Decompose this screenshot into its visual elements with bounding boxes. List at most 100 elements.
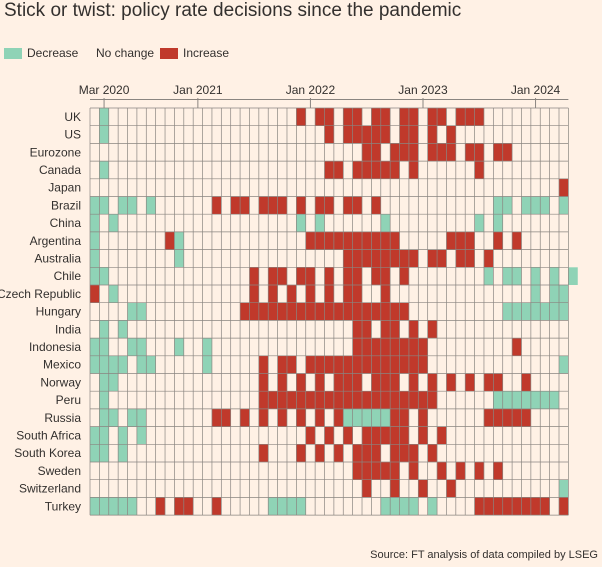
cell-increase [286, 355, 297, 374]
cell-decrease [512, 391, 522, 409]
cell-increase [521, 497, 531, 516]
cell-decrease [99, 108, 109, 126]
cell-increase [399, 267, 409, 285]
cell-decrease [296, 214, 306, 232]
cell-decrease [427, 497, 438, 516]
cell-increase [315, 302, 325, 321]
cell-decrease [99, 338, 109, 356]
cell-increase [286, 391, 297, 409]
cell-increase [399, 302, 409, 321]
cell-increase [305, 231, 316, 250]
cell-increase [362, 302, 372, 321]
cell-increase [296, 391, 306, 409]
row-label: Sweden [38, 464, 81, 478]
cell-increase [437, 426, 447, 445]
cell-increase [493, 462, 503, 480]
cell-increase [362, 479, 372, 498]
cell-increase [408, 444, 419, 462]
cell-increase [343, 196, 353, 215]
cell-increase [427, 373, 438, 392]
cell-decrease [568, 267, 578, 285]
cell-decrease [108, 373, 119, 392]
cell-increase [399, 143, 409, 162]
cell-increase [277, 373, 287, 392]
row-label: Chile [54, 269, 82, 283]
row-label: South Korea [14, 446, 81, 460]
cell-increase [249, 302, 259, 321]
cell-increase [427, 320, 438, 339]
cell-decrease [99, 355, 109, 374]
cell-increase [483, 408, 494, 427]
cell-increase [390, 143, 400, 162]
row-label: Russia [44, 411, 81, 425]
cell-increase [465, 373, 475, 392]
cell-increase [343, 355, 353, 374]
cell-increase [315, 108, 325, 126]
cell-decrease [277, 497, 287, 516]
cell-increase [258, 391, 269, 409]
cell-increase [380, 231, 391, 250]
cell-decrease [136, 338, 147, 356]
cell-increase [286, 302, 297, 321]
cell-increase [352, 267, 363, 285]
cell-increase [390, 338, 400, 356]
cell-increase [362, 249, 372, 268]
cell-decrease [136, 408, 147, 427]
cell-increase [333, 444, 344, 462]
cell-decrease [99, 408, 109, 427]
cell-decrease [540, 302, 550, 321]
cell-increase [455, 249, 466, 268]
cell-increase [390, 391, 400, 409]
cell-decrease [559, 479, 569, 498]
row-label: Japan [48, 181, 81, 195]
legend-swatch-increase [160, 47, 178, 59]
cell-increase [258, 196, 269, 215]
cell-increase [258, 373, 269, 392]
cell-increase [277, 408, 287, 427]
cell-increase [493, 373, 503, 392]
cell-increase [343, 391, 353, 409]
cell-increase [502, 408, 513, 427]
cell-increase [211, 196, 222, 215]
cell-increase [305, 426, 316, 445]
row-label: Argentina [30, 234, 82, 248]
cell-increase [408, 161, 419, 179]
cell-increase [455, 231, 466, 250]
cell-decrease [530, 285, 541, 303]
cell-increase [315, 444, 325, 462]
row-label: China [50, 216, 82, 230]
legend-label-no-change: No change [96, 46, 155, 60]
cell-increase [362, 143, 372, 162]
cell-increase [408, 108, 419, 126]
cell-increase [362, 391, 372, 409]
cell-increase [324, 125, 334, 144]
cell-increase [371, 108, 381, 126]
row-label: Brazil [51, 198, 81, 212]
cell-increase [408, 249, 419, 268]
row-label: Turkey [45, 499, 81, 513]
cell-increase [352, 196, 363, 215]
cell-increase [268, 285, 278, 303]
cell-increase [399, 444, 409, 462]
cell-increase [324, 355, 334, 374]
cell-increase [474, 108, 484, 126]
cell-increase [362, 355, 372, 374]
heatmap-chart: Mar 2020 Jan 2021 Jan 2022 Jan 2023 Jan 2024… [0, 83, 578, 516]
cell-increase [427, 249, 438, 268]
cell-increase [305, 302, 316, 321]
cell-decrease [380, 497, 391, 516]
cell-increase [324, 391, 334, 409]
cell-increase [512, 497, 522, 516]
cell-increase [502, 497, 513, 516]
legend-item-increase: Increase [160, 46, 229, 60]
row-label: Czech Republic [0, 287, 81, 301]
x-tick-label: Jan 2021 [173, 83, 223, 97]
cell-increase [371, 196, 381, 215]
cell-increase [183, 497, 194, 516]
cell-decrease [549, 302, 559, 321]
cell-increase [512, 338, 522, 356]
cell-decrease [108, 497, 119, 516]
cell-increase [483, 249, 494, 268]
row-label: Indonesia [29, 340, 81, 354]
cell-increase [455, 462, 466, 480]
